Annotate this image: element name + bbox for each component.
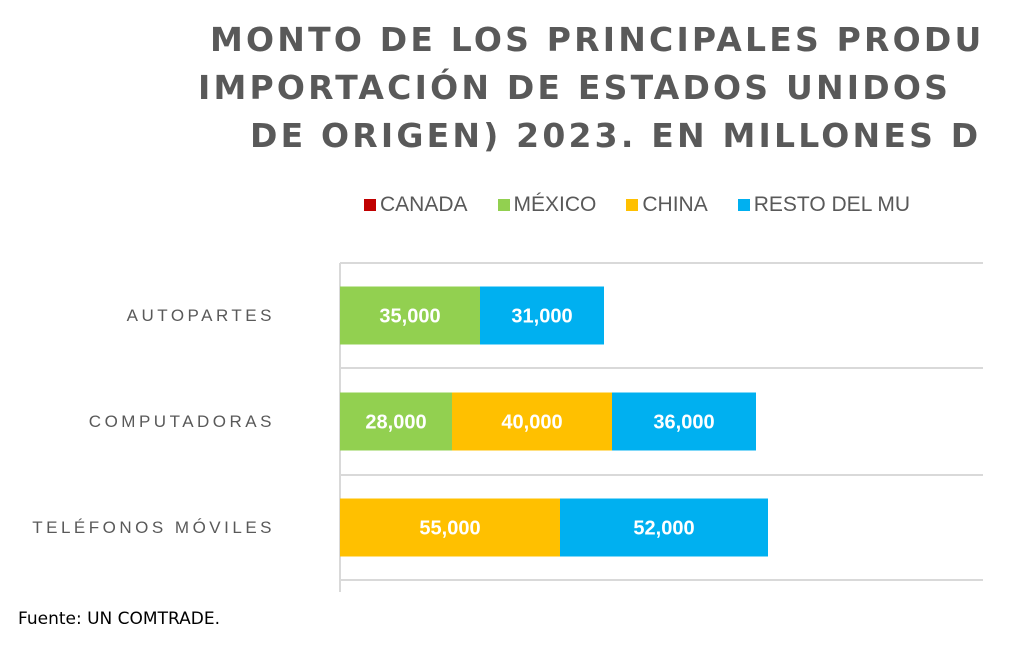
chart-area: MONTO DE LOS PRINCIPALES PRODU IMPORTACI… [32,20,983,592]
chart-title-line-2: IMPORTACIÓN DE ESTADOS UNIDOS [198,68,952,107]
data-label: 52,000 [633,518,694,540]
legend-item: MÉXICO [497,193,597,217]
legend-item: CANADA [364,193,468,217]
legend-label: CANADA [380,193,468,216]
legend-item: RESTO DEL MU [737,193,911,217]
legend-label: CHINA [642,193,708,216]
legend-swatch [626,199,639,211]
legend-item: CHINA [626,193,708,217]
legend-label: RESTO DEL MU [753,193,911,216]
bar-segment [560,498,768,557]
data-label: 28,000 [365,412,426,434]
bar-segment [480,286,604,345]
bar-segment [452,392,612,451]
legend-swatch [364,199,376,211]
bar-segment [612,392,756,451]
bar-segment [340,392,452,451]
data-label: 55,000 [419,518,480,540]
legend-label: MÉXICO [513,193,597,216]
category-label: TELÉFONOS MÓVILES [32,517,275,537]
bar-segment [340,286,480,345]
chart-title-line-3: DE ORIGEN) 2023. EN MILLONES D [250,116,982,155]
category-label: AUTOPARTES [126,305,275,325]
chart-title-line-1: MONTO DE LOS PRINCIPALES PRODU [210,20,983,59]
plot-svg: 35,000 31,000 28,000 40,000 36,000 55,000 52,0… [339,262,983,592]
data-label: 35,000 [379,306,440,328]
data-label: 40,000 [501,412,562,434]
data-label: 36,000 [653,412,714,434]
legend: CANADA MÉXICO CHINA RESTO DEL MU [364,193,940,217]
category-label: COMPUTADORAS [88,411,275,431]
legend-swatch [497,199,510,211]
data-label: 31,000 [511,306,572,328]
bar-segment [340,498,560,557]
legend-swatch [737,199,750,211]
source-note: Fuente: UN COMTRADE. [18,609,220,629]
